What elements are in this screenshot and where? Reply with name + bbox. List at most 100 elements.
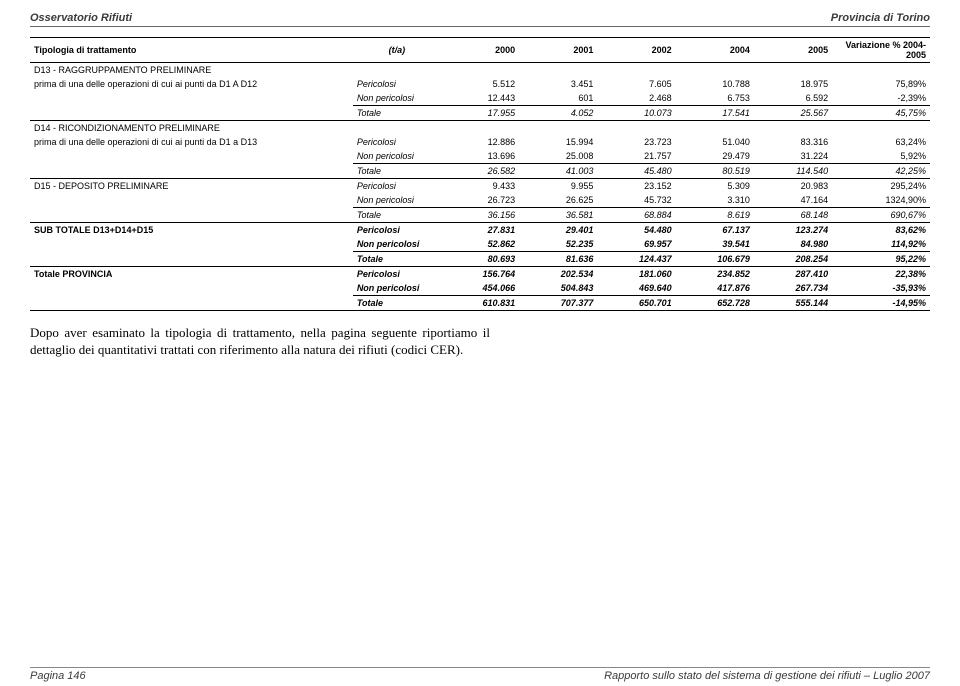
cell-value: 2.468: [597, 91, 675, 106]
table-row: Non pericolosi13.69625.00821.75729.47931…: [30, 149, 930, 164]
cell-value: 707.377: [519, 296, 597, 311]
section-title: D14 - RICONDIZIONAMENTO PRELIMINARE: [30, 121, 930, 136]
cell-value: 20.983: [754, 179, 832, 194]
cell-value: 8.619: [676, 208, 754, 223]
table-row: Non pericolosi52.86252.23569.95739.54184…: [30, 237, 930, 252]
cell-value: 81.636: [519, 252, 597, 267]
cell-value: 7.605: [597, 77, 675, 91]
cell-value: 45.732: [597, 193, 675, 208]
cell-value: 5.309: [676, 179, 754, 194]
cell-value: 39.541: [676, 237, 754, 252]
cell-value: 45,75%: [832, 106, 930, 121]
table-row: Non pericolosi454.066504.843469.640417.8…: [30, 281, 930, 296]
cell-value: 41.003: [519, 164, 597, 179]
section-title-row: D13 - RAGGRUPPAMENTO PRELIMINARE: [30, 63, 930, 78]
col-var: Variazione % 2004-2005: [832, 38, 930, 63]
cell-value: 652.728: [676, 296, 754, 311]
section-title-row: D14 - RICONDIZIONAMENTO PRELIMINARE: [30, 121, 930, 136]
row-label: [30, 208, 353, 223]
cell-value: 69.957: [597, 237, 675, 252]
row-type: Totale: [353, 106, 441, 121]
cell-value: 68.148: [754, 208, 832, 223]
cell-value: 181.060: [597, 267, 675, 282]
row-type: Totale: [353, 164, 441, 179]
table-row: prima di una delle operazioni di cui ai …: [30, 135, 930, 149]
cell-value: 31.224: [754, 149, 832, 164]
cell-value: 234.852: [676, 267, 754, 282]
cell-value: 52.862: [441, 237, 519, 252]
cell-value: 25.567: [754, 106, 832, 121]
cell-value: 45.480: [597, 164, 675, 179]
row-label: prima di una delle operazioni di cui ai …: [30, 77, 353, 91]
cell-value: 10.073: [597, 106, 675, 121]
cell-value: 36.581: [519, 208, 597, 223]
cell-value: 26.723: [441, 193, 519, 208]
cell-value: 29.479: [676, 149, 754, 164]
cell-value: 52.235: [519, 237, 597, 252]
cell-value: 26.582: [441, 164, 519, 179]
table-row: Totale26.58241.00345.48080.519114.54042,…: [30, 164, 930, 179]
cell-value: 3.451: [519, 77, 597, 91]
row-label: [30, 164, 353, 179]
cell-value: 417.876: [676, 281, 754, 296]
table-row: Totale36.15636.58168.8848.61968.148690,6…: [30, 208, 930, 223]
cell-value: 95,22%: [832, 252, 930, 267]
table-row: Totale17.9554.05210.07317.54125.56745,75…: [30, 106, 930, 121]
cell-value: 42,25%: [832, 164, 930, 179]
cell-value: 5.512: [441, 77, 519, 91]
cell-value: 9.433: [441, 179, 519, 194]
cell-value: 124.437: [597, 252, 675, 267]
col-2000: 2000: [441, 38, 519, 63]
cell-value: 29.401: [519, 223, 597, 238]
cell-value: 83.316: [754, 135, 832, 149]
row-type: Non pericolosi: [353, 281, 441, 296]
table-row: prima di una delle operazioni di cui ai …: [30, 77, 930, 91]
cell-value: 51.040: [676, 135, 754, 149]
cell-value: 504.843: [519, 281, 597, 296]
cell-value: 21.757: [597, 149, 675, 164]
table-row: Non pericolosi12.4436012.4686.7536.592-2…: [30, 91, 930, 106]
cell-value: 83,62%: [832, 223, 930, 238]
cell-value: 6.753: [676, 91, 754, 106]
row-type: Pericolosi: [353, 77, 441, 91]
col-2001: 2001: [519, 38, 597, 63]
cell-value: 295,24%: [832, 179, 930, 194]
cell-value: 80.693: [441, 252, 519, 267]
header-left: Osservatorio Rifiuti: [30, 12, 132, 24]
cell-value: 15.994: [519, 135, 597, 149]
cell-value: 67.137: [676, 223, 754, 238]
cell-value: -35,93%: [832, 281, 930, 296]
footer-right: Rapporto sullo stato del sistema di gest…: [604, 670, 930, 682]
row-label: [30, 106, 353, 121]
page-header: Osservatorio Rifiuti Provincia di Torino: [30, 12, 930, 27]
row-label: [30, 296, 353, 311]
table-row: D15 - DEPOSITO PRELIMINAREPericolosi9.43…: [30, 179, 930, 194]
table-row: Totale80.69381.636124.437106.679208.2549…: [30, 252, 930, 267]
cell-value: 63,24%: [832, 135, 930, 149]
table-row: Totale PROVINCIAPericolosi156.764202.534…: [30, 267, 930, 282]
cell-value: 9.955: [519, 179, 597, 194]
cell-value: 36.156: [441, 208, 519, 223]
col-label: Tipologia di trattamento: [30, 38, 353, 63]
cell-value: 10.788: [676, 77, 754, 91]
cell-value: 114.540: [754, 164, 832, 179]
cell-value: 114,92%: [832, 237, 930, 252]
row-label: [30, 149, 353, 164]
cell-value: 610.831: [441, 296, 519, 311]
cell-value: 17.541: [676, 106, 754, 121]
row-label: [30, 237, 353, 252]
row-label: [30, 193, 353, 208]
cell-value: -14,95%: [832, 296, 930, 311]
cell-value: 12.443: [441, 91, 519, 106]
row-type: Non pericolosi: [353, 149, 441, 164]
cell-value: 18.975: [754, 77, 832, 91]
cell-value: 13.696: [441, 149, 519, 164]
row-type: Totale: [353, 252, 441, 267]
body-paragraph: Dopo aver esaminato la tipologia di trat…: [30, 325, 490, 359]
cell-value: 123.274: [754, 223, 832, 238]
cell-value: 27.831: [441, 223, 519, 238]
cell-value: 3.310: [676, 193, 754, 208]
cell-value: 454.066: [441, 281, 519, 296]
row-label: D15 - DEPOSITO PRELIMINARE: [30, 179, 353, 194]
row-type: Totale: [353, 208, 441, 223]
